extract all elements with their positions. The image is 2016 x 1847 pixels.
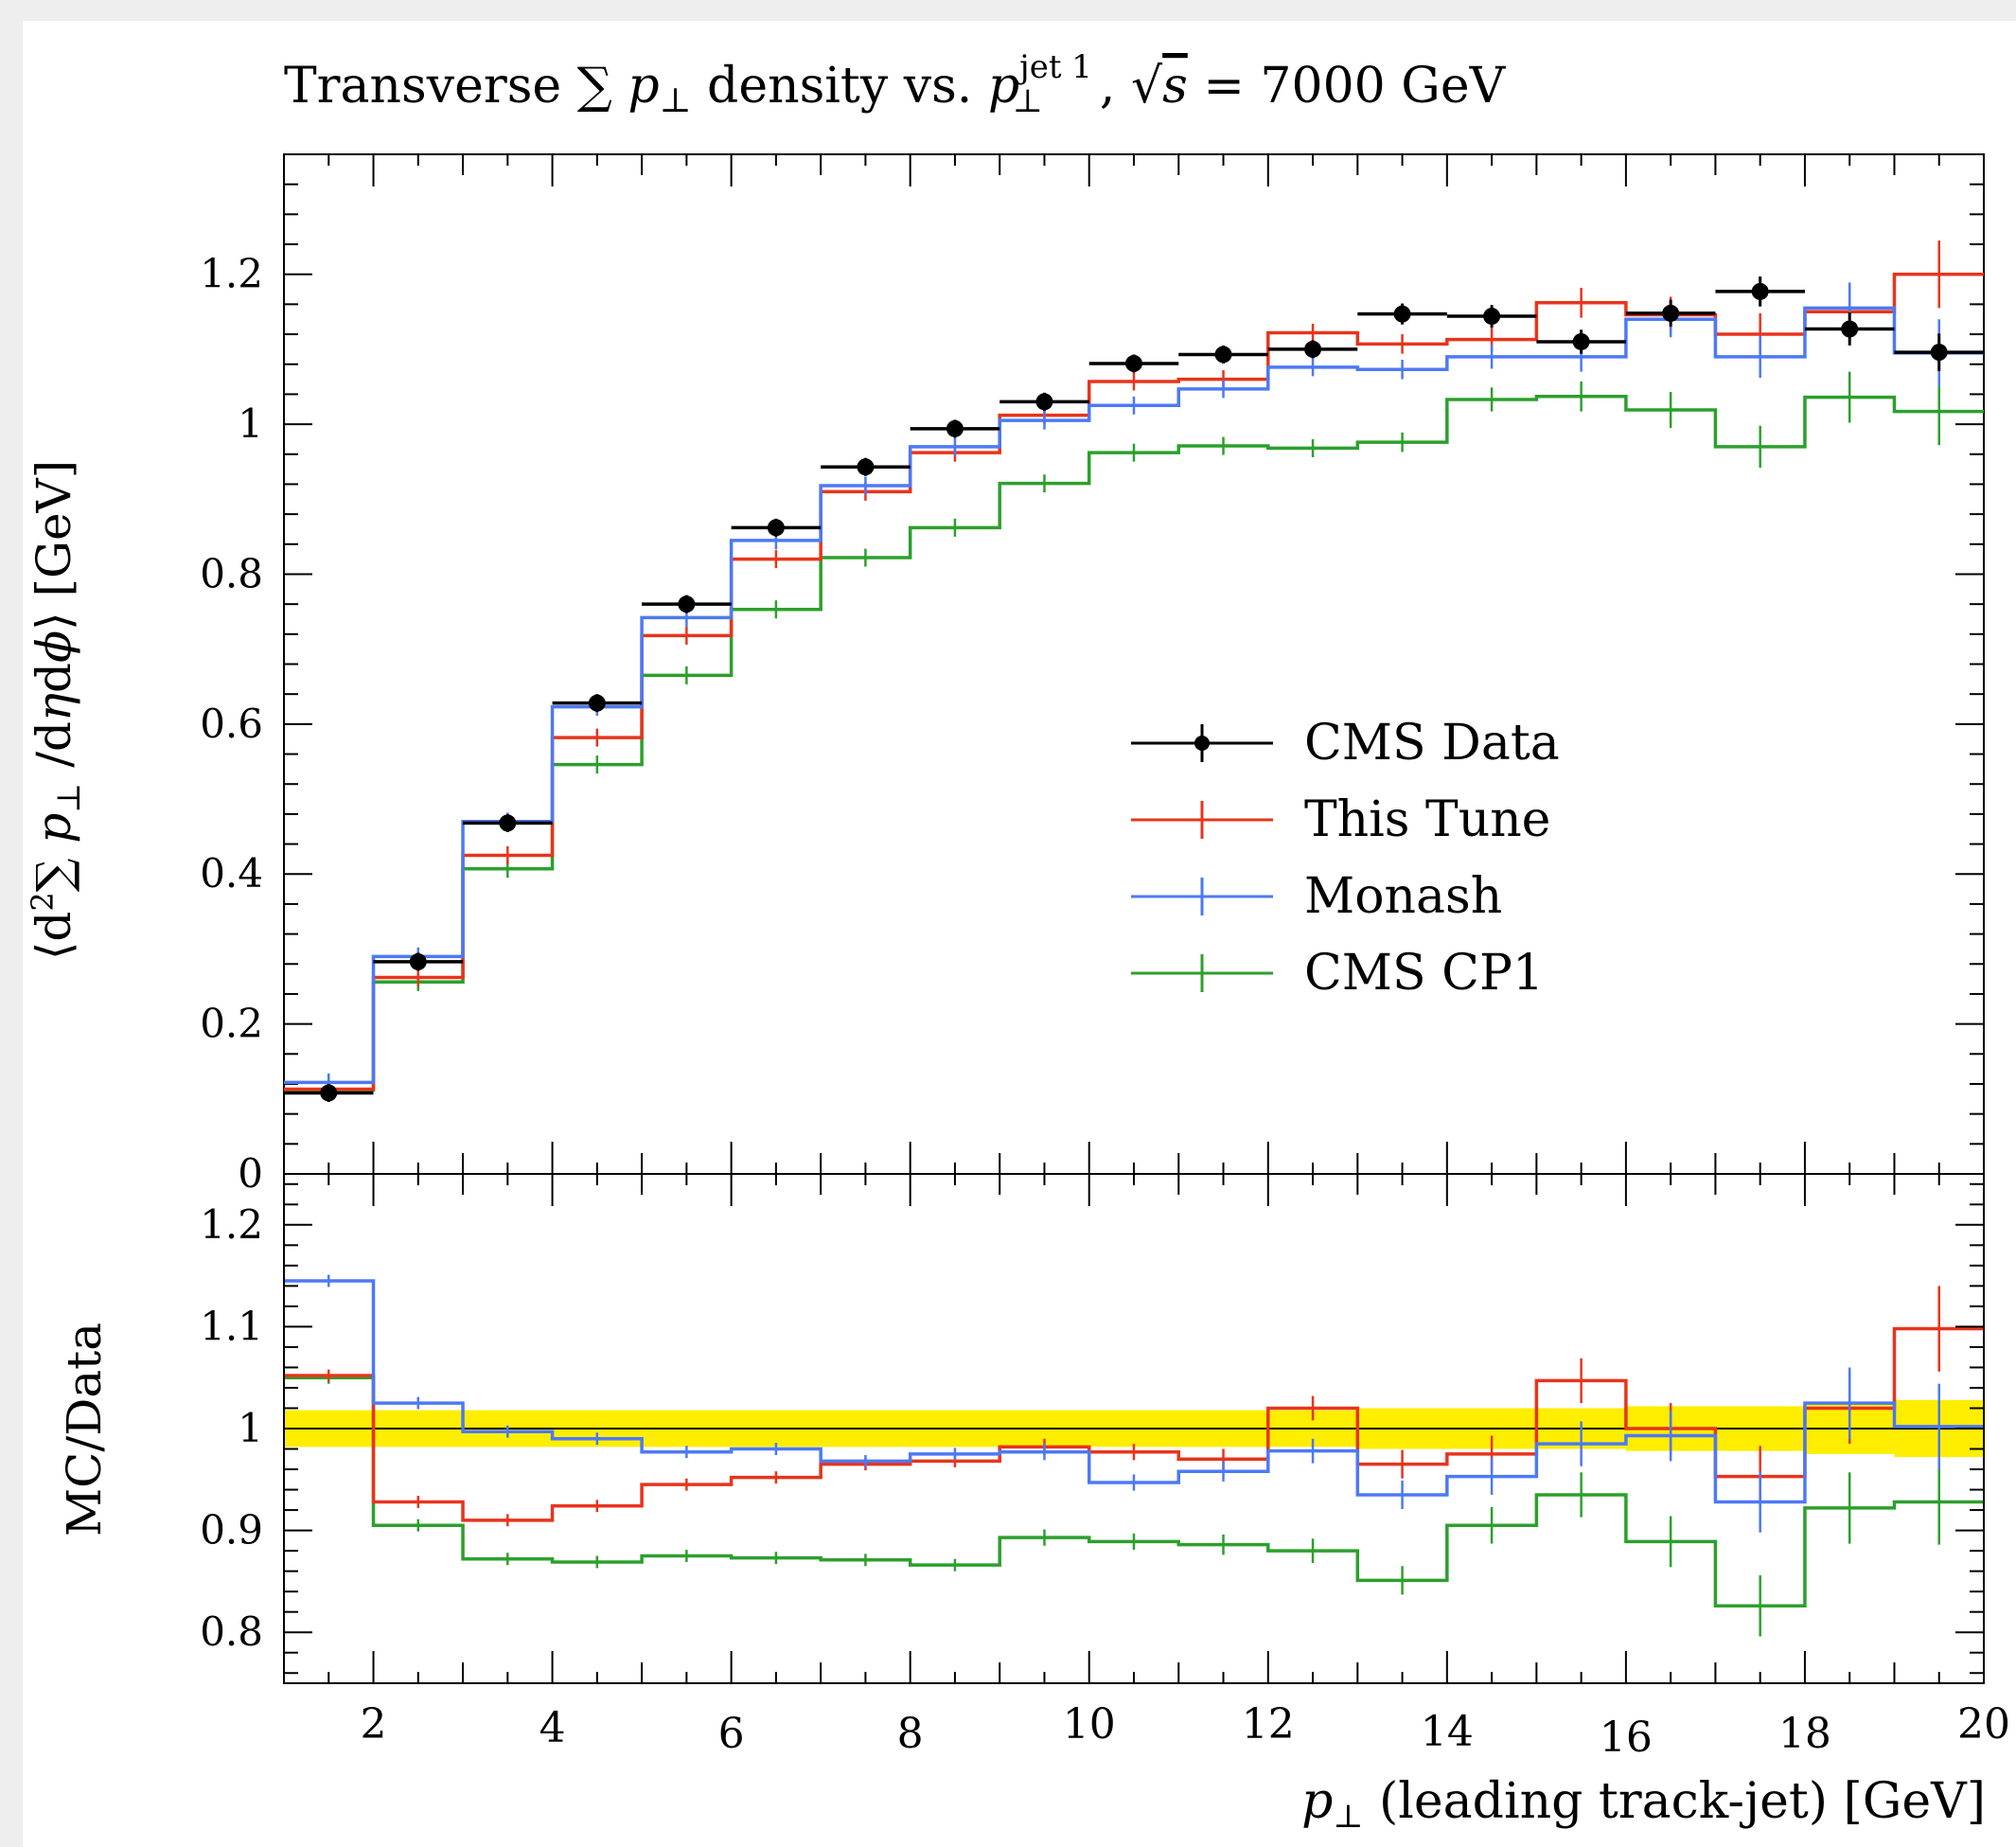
legend-item-this-tune: This Tune	[1131, 791, 1550, 848]
data-point	[1930, 344, 1948, 362]
y-tick-label: 1	[238, 1405, 263, 1451]
data-point	[1035, 393, 1053, 411]
y-tick-label: 1.2	[200, 1201, 263, 1248]
legend-item-cms-data: CMS Data	[1131, 715, 1560, 772]
data-point	[320, 1084, 338, 1102]
data-point	[1304, 340, 1322, 358]
data-point	[1662, 304, 1680, 322]
x-tick-label: 10	[1063, 1700, 1116, 1749]
data-point	[1841, 320, 1859, 338]
data-point	[588, 694, 606, 712]
y-tick-label: 0	[238, 1150, 263, 1197]
series-monash	[284, 282, 1984, 1092]
data-point	[946, 419, 964, 437]
y-tick-label: 0.8	[200, 550, 263, 596]
y-tick-label: 0.4	[200, 850, 263, 897]
data-point	[1393, 305, 1411, 323]
x-tick-label: 12	[1242, 1700, 1295, 1749]
chart-title: Transverse ∑ p⊥ density vs. pjet 1 ⊥, √s …	[284, 48, 1507, 120]
data-point	[409, 952, 427, 970]
x-tick-label: 4	[539, 1704, 566, 1752]
data-point	[499, 814, 517, 832]
series-cms-data	[284, 276, 1984, 1102]
legend: CMS Data This Tune Monash CMS CP1	[1131, 715, 1560, 1002]
data-point	[857, 458, 875, 476]
x-tick-label: 8	[897, 1710, 924, 1758]
legend-label-cms-data: CMS Data	[1304, 715, 1560, 772]
panel-frame	[283, 153, 1985, 1175]
data-point	[1214, 346, 1232, 364]
data-point	[1751, 282, 1769, 300]
legend-label-monash: Monash	[1304, 868, 1502, 925]
ratio-line-monash	[284, 1279, 1984, 1504]
main-y-axis-label: ⟨d2∑ p⊥ /dηdϕ⟩ [GeV]	[25, 460, 88, 960]
x-tick-label: 14	[1421, 1708, 1474, 1756]
x-tick-label: 2	[361, 1700, 387, 1749]
legend-item-cms-cp1: CMS CP1	[1131, 945, 1544, 1002]
x-axis-label: p⊥ (leading track-jet) [GeV]	[1301, 1773, 1986, 1836]
data-point	[1483, 308, 1501, 326]
series-cms-cp1	[284, 371, 1984, 1099]
y-tick-label: 0.8	[200, 1608, 263, 1655]
data-point	[1572, 332, 1590, 350]
series-line-monash	[284, 306, 1984, 1085]
legend-label-this-tune: This Tune	[1304, 791, 1550, 848]
data-point	[1125, 354, 1142, 372]
data-point	[678, 595, 696, 613]
y-tick-label: 1.1	[200, 1303, 263, 1349]
ratio-series-monash	[284, 1274, 1984, 1533]
x-tick-label: 16	[1600, 1714, 1653, 1762]
main-panel: 0 0.2 0.4 0.6 0.8 1 1.2	[200, 153, 1985, 1197]
x-tick-label: 18	[1778, 1710, 1831, 1758]
y-tick-label: 0.9	[200, 1507, 263, 1554]
y-tick-label: 1.2	[200, 251, 263, 297]
data-point	[767, 519, 785, 537]
y-tick-label: 0.2	[200, 1001, 263, 1047]
legend-marker-cms-data	[1194, 736, 1210, 751]
x-tick-label: 20	[1957, 1700, 2010, 1749]
ratio-series-cms-cp1	[284, 1371, 1984, 1637]
legend-item-monash: Monash	[1131, 868, 1502, 925]
ratio-panel: 0.8 0.9 1 1.1 1.2 2 4 6 8 10 12 14 16 18 20	[200, 1173, 2010, 1762]
ratio-y-axis-label: MC/Data	[57, 1323, 112, 1536]
y-tick-label: 1	[238, 400, 263, 447]
y-tick-label: 0.6	[200, 701, 263, 747]
legend-label-cms-cp1: CMS CP1	[1304, 945, 1544, 1002]
x-tick-label: 6	[718, 1710, 745, 1758]
